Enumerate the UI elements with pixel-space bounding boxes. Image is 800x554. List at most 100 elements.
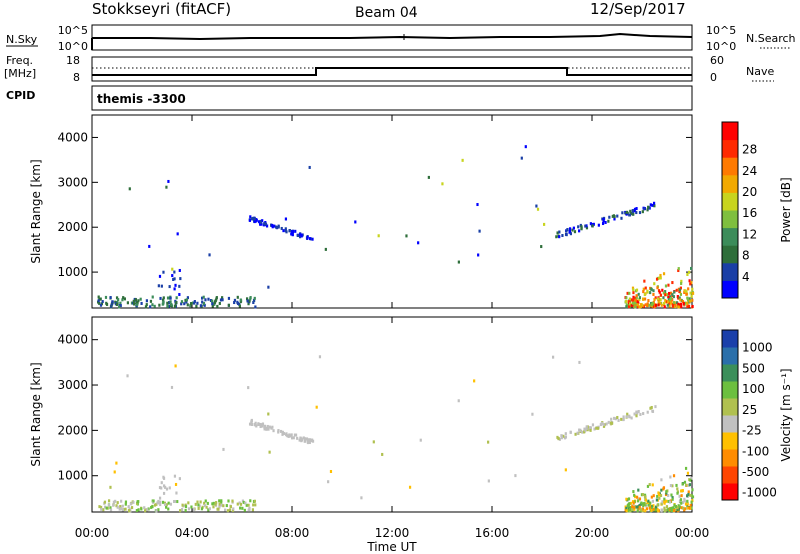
velocity-echo-point — [175, 491, 178, 495]
power-echo-point — [662, 272, 666, 276]
velocity-echo-point — [310, 439, 313, 443]
velocity-colorbar-tick: 500 — [742, 361, 765, 375]
power-echo-point — [288, 228, 291, 232]
power-echo-point — [686, 298, 690, 302]
power-echo-point — [221, 298, 224, 302]
power-echo-point — [632, 298, 635, 302]
velocity-echo-point — [231, 499, 234, 503]
velocity-echo-point — [637, 409, 640, 413]
power-echo-point — [265, 224, 269, 228]
velocity-ytick-label: 3000 — [57, 378, 88, 392]
power-echo-point — [160, 284, 163, 288]
power-echo-point — [134, 298, 138, 302]
velocity-echo-point — [218, 499, 221, 503]
power-echo-point — [678, 296, 681, 300]
velocity-echo-point — [560, 434, 563, 438]
power-colorbar-label: Power [dB] — [779, 177, 793, 242]
power-echo-point — [669, 297, 673, 301]
velocity-echo-point — [578, 360, 581, 364]
velocity-echo-point — [636, 505, 639, 509]
velocity-echo-point — [150, 505, 153, 509]
cpid-panel — [91, 85, 693, 111]
power-echo-point — [657, 303, 660, 307]
freq-panel — [91, 56, 693, 82]
velocity-echo-point — [633, 412, 636, 416]
velocity-echo-point — [170, 385, 174, 389]
power-echo-point — [680, 305, 683, 309]
power-echo-point — [171, 274, 174, 278]
power-echo-point — [248, 299, 251, 303]
velocity-echo-point — [634, 505, 637, 509]
velocity-echo-point — [637, 507, 640, 511]
velocity-echo-point — [644, 498, 648, 502]
power-echo-point — [202, 301, 206, 305]
power-echo-point — [679, 302, 683, 306]
velocity-echo-point — [298, 438, 301, 442]
velocity-colorbar-frame — [721, 329, 739, 501]
power-echo-point — [665, 300, 668, 304]
velocity-echo-point — [263, 427, 266, 431]
power-echo-point — [427, 175, 430, 179]
power-echo-point — [656, 286, 659, 290]
power-echo-point — [674, 303, 677, 307]
velocity-echo-point — [201, 505, 204, 509]
nsky-trace — [92, 32, 693, 41]
power-echo-point — [591, 224, 594, 228]
velocity-echo-point — [286, 434, 289, 438]
power-echo-point — [99, 303, 103, 307]
power-echo-point — [309, 237, 312, 241]
power-echo-point — [616, 214, 619, 218]
power-echo-point — [667, 298, 670, 302]
velocity-echo-point — [625, 415, 628, 419]
power-echo-point — [625, 299, 628, 303]
power-echo-point — [417, 241, 420, 245]
velocity-echo-point — [602, 424, 606, 428]
power-echo-point — [114, 300, 117, 304]
velocity-echo-point — [229, 505, 232, 509]
velocity-echo-point — [296, 436, 299, 440]
velocity-echo-point — [271, 425, 274, 429]
power-echo-point — [139, 297, 142, 301]
power-echo-point — [657, 299, 660, 303]
power-echo-point — [174, 283, 177, 287]
velocity-echo-point — [112, 503, 115, 507]
velocity-echo-point — [156, 501, 159, 505]
velocity-echo-point — [184, 503, 187, 507]
velocity-echo-point — [241, 506, 244, 510]
velocity-echo-point — [115, 461, 118, 465]
velocity-echo-point — [558, 437, 561, 441]
power-echo-point — [207, 297, 210, 301]
power-echo-point — [676, 295, 679, 299]
velocity-echo-point — [680, 506, 683, 510]
power-echo-point — [476, 203, 479, 207]
velocity-echo-point — [620, 417, 623, 421]
velocity-echo-point — [282, 432, 286, 436]
velocity-echo-point — [215, 501, 218, 505]
velocity-echo-point — [457, 399, 460, 403]
velocity-echo-point — [259, 425, 262, 429]
power-echo-point — [647, 299, 650, 303]
velocity-echo-point — [628, 505, 632, 509]
velocity-echo-point — [652, 507, 655, 511]
power-echo-point — [628, 297, 632, 301]
velocity-echo-point — [649, 503, 652, 507]
velocity-echo-point — [244, 501, 247, 505]
velocity-echo-point — [167, 501, 170, 505]
power-echo-point — [199, 304, 203, 308]
power-echo-point — [638, 296, 642, 300]
velocity-echo-point — [288, 433, 291, 437]
x-tick-label: 00:00 — [675, 526, 710, 540]
velocity-echo-point — [198, 504, 201, 508]
power-echo-point — [688, 297, 691, 301]
power-echo-point — [556, 231, 559, 235]
velocity-colorbar-segment — [722, 330, 738, 348]
power-echo-point — [580, 227, 583, 231]
nsky-tick-bottom: 10^0 — [58, 40, 88, 53]
power-echo-point — [118, 305, 121, 309]
power-echo-point — [104, 295, 108, 299]
velocity-echo-point — [655, 498, 659, 502]
velocity-echo-point — [562, 434, 565, 438]
velocity-echo-point — [657, 491, 660, 495]
velocity-echo-point — [285, 432, 288, 436]
velocity-colorbar-tick: 100 — [742, 382, 765, 396]
